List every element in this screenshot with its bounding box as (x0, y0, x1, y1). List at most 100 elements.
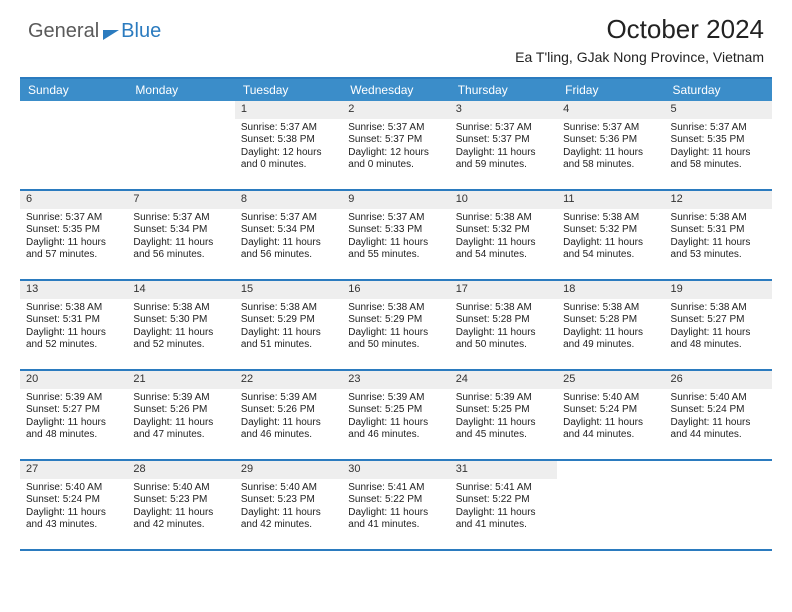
day-body: Sunrise: 5:41 AMSunset: 5:22 PMDaylight:… (450, 479, 557, 536)
day-cell: 3Sunrise: 5:37 AMSunset: 5:37 PMDaylight… (450, 101, 557, 189)
daylight-line1: Daylight: 11 hours (671, 147, 766, 160)
day-body: Sunrise: 5:38 AMSunset: 5:29 PMDaylight:… (235, 299, 342, 356)
brand-blue: Blue (121, 20, 161, 43)
sunset-text: Sunset: 5:23 PM (241, 494, 336, 507)
day-cell: 13Sunrise: 5:38 AMSunset: 5:31 PMDayligh… (20, 281, 127, 369)
day-cell: 11Sunrise: 5:38 AMSunset: 5:32 PMDayligh… (557, 191, 664, 279)
daylight-line2: and 55 minutes. (348, 249, 443, 262)
sunrise-text: Sunrise: 5:37 AM (348, 212, 443, 225)
daylight-line2: and 48 minutes. (26, 429, 121, 442)
sunset-text: Sunset: 5:26 PM (133, 404, 228, 417)
day-body: Sunrise: 5:37 AMSunset: 5:34 PMDaylight:… (235, 209, 342, 266)
daylight-line1: Daylight: 11 hours (456, 417, 551, 430)
sunset-text: Sunset: 5:24 PM (26, 494, 121, 507)
day-body: Sunrise: 5:38 AMSunset: 5:27 PMDaylight:… (665, 299, 772, 356)
daylight-line2: and 41 minutes. (348, 519, 443, 532)
day-header: Monday (127, 79, 234, 101)
day-number: 2 (342, 101, 449, 119)
day-header-row: SundayMondayTuesdayWednesdayThursdayFrid… (20, 79, 772, 101)
sunset-text: Sunset: 5:28 PM (563, 314, 658, 327)
sunrise-text: Sunrise: 5:38 AM (348, 302, 443, 315)
daylight-line1: Daylight: 11 hours (671, 327, 766, 340)
sunrise-text: Sunrise: 5:38 AM (563, 212, 658, 225)
sunrise-text: Sunrise: 5:38 AM (563, 302, 658, 315)
daylight-line2: and 57 minutes. (26, 249, 121, 262)
day-body: Sunrise: 5:37 AMSunset: 5:35 PMDaylight:… (20, 209, 127, 266)
daylight-line2: and 42 minutes. (241, 519, 336, 532)
daylight-line1: Daylight: 11 hours (241, 327, 336, 340)
day-number: 13 (20, 281, 127, 299)
day-cell: 18Sunrise: 5:38 AMSunset: 5:28 PMDayligh… (557, 281, 664, 369)
daylight-line1: Daylight: 11 hours (133, 237, 228, 250)
day-body: Sunrise: 5:37 AMSunset: 5:33 PMDaylight:… (342, 209, 449, 266)
sunrise-text: Sunrise: 5:38 AM (133, 302, 228, 315)
day-body: Sunrise: 5:40 AMSunset: 5:23 PMDaylight:… (235, 479, 342, 536)
sunset-text: Sunset: 5:30 PM (133, 314, 228, 327)
day-cell: 12Sunrise: 5:38 AMSunset: 5:31 PMDayligh… (665, 191, 772, 279)
daylight-line1: Daylight: 11 hours (241, 237, 336, 250)
day-number: 7 (127, 191, 234, 209)
sunrise-text: Sunrise: 5:40 AM (241, 482, 336, 495)
sunrise-text: Sunrise: 5:37 AM (241, 212, 336, 225)
daylight-line1: Daylight: 12 hours (348, 147, 443, 160)
day-body: Sunrise: 5:39 AMSunset: 5:25 PMDaylight:… (450, 389, 557, 446)
sunset-text: Sunset: 5:35 PM (671, 134, 766, 147)
day-number: 19 (665, 281, 772, 299)
day-number: 3 (450, 101, 557, 119)
daylight-line2: and 0 minutes. (348, 159, 443, 172)
day-body: Sunrise: 5:38 AMSunset: 5:31 PMDaylight:… (20, 299, 127, 356)
day-number: 17 (450, 281, 557, 299)
daylight-line1: Daylight: 11 hours (241, 507, 336, 520)
day-cell (20, 101, 127, 189)
sunset-text: Sunset: 5:29 PM (348, 314, 443, 327)
day-body: Sunrise: 5:39 AMSunset: 5:26 PMDaylight:… (235, 389, 342, 446)
daylight-line2: and 50 minutes. (348, 339, 443, 352)
sunset-text: Sunset: 5:22 PM (456, 494, 551, 507)
daylight-line2: and 46 minutes. (241, 429, 336, 442)
sunset-text: Sunset: 5:32 PM (456, 224, 551, 237)
sunset-text: Sunset: 5:38 PM (241, 134, 336, 147)
daylight-line2: and 56 minutes. (241, 249, 336, 262)
day-body: Sunrise: 5:37 AMSunset: 5:34 PMDaylight:… (127, 209, 234, 266)
brand-general: General (28, 20, 99, 43)
day-number: 14 (127, 281, 234, 299)
day-number: 4 (557, 101, 664, 119)
sunrise-text: Sunrise: 5:41 AM (456, 482, 551, 495)
day-cell: 24Sunrise: 5:39 AMSunset: 5:25 PMDayligh… (450, 371, 557, 459)
day-header: Friday (557, 79, 664, 101)
sunrise-text: Sunrise: 5:37 AM (671, 122, 766, 135)
day-number: 30 (342, 461, 449, 479)
day-body: Sunrise: 5:39 AMSunset: 5:25 PMDaylight:… (342, 389, 449, 446)
daylight-line1: Daylight: 11 hours (348, 417, 443, 430)
sunset-text: Sunset: 5:34 PM (133, 224, 228, 237)
day-cell: 22Sunrise: 5:39 AMSunset: 5:26 PMDayligh… (235, 371, 342, 459)
flag-icon (103, 30, 119, 40)
day-body: Sunrise: 5:38 AMSunset: 5:28 PMDaylight:… (450, 299, 557, 356)
sunrise-text: Sunrise: 5:40 AM (563, 392, 658, 405)
daylight-line1: Daylight: 11 hours (133, 327, 228, 340)
day-body: Sunrise: 5:38 AMSunset: 5:31 PMDaylight:… (665, 209, 772, 266)
sunset-text: Sunset: 5:32 PM (563, 224, 658, 237)
day-body: Sunrise: 5:37 AMSunset: 5:37 PMDaylight:… (342, 119, 449, 176)
sunset-text: Sunset: 5:34 PM (241, 224, 336, 237)
day-cell: 15Sunrise: 5:38 AMSunset: 5:29 PMDayligh… (235, 281, 342, 369)
day-number: 28 (127, 461, 234, 479)
daylight-line1: Daylight: 11 hours (456, 237, 551, 250)
daylight-line1: Daylight: 11 hours (456, 507, 551, 520)
daylight-line2: and 47 minutes. (133, 429, 228, 442)
sunset-text: Sunset: 5:24 PM (671, 404, 766, 417)
sunset-text: Sunset: 5:35 PM (26, 224, 121, 237)
calendar: SundayMondayTuesdayWednesdayThursdayFrid… (20, 77, 772, 551)
day-cell: 14 Sunrise: 5:38 AMSunset: 5:30 PMDayligh… (127, 281, 234, 369)
day-cell: 19Sunrise: 5:38 AMSunset: 5:27 PMDayligh… (665, 281, 772, 369)
daylight-line1: Daylight: 11 hours (348, 507, 443, 520)
day-number: 12 (665, 191, 772, 209)
day-body: Sunrise: 5:38 AMSunset: 5:32 PMDaylight:… (450, 209, 557, 266)
day-number: 11 (557, 191, 664, 209)
sunset-text: Sunset: 5:23 PM (133, 494, 228, 507)
sunrise-text: Sunrise: 5:39 AM (348, 392, 443, 405)
daylight-line2: and 49 minutes. (563, 339, 658, 352)
day-body: Sunrise: 5:41 AMSunset: 5:22 PMDaylight:… (342, 479, 449, 536)
sunset-text: Sunset: 5:31 PM (26, 314, 121, 327)
sunset-text: Sunset: 5:28 PM (456, 314, 551, 327)
